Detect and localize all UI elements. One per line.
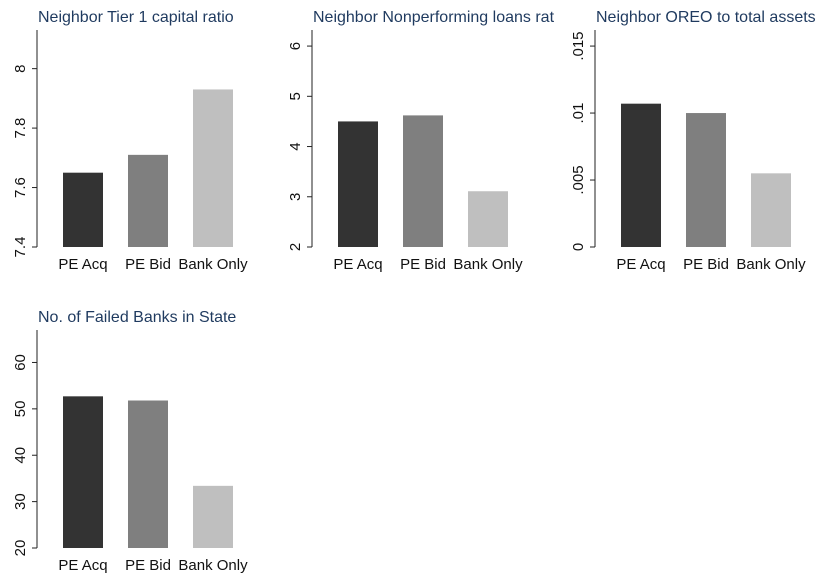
- bar: [686, 113, 726, 248]
- y-tick-label: 40: [12, 447, 29, 464]
- chart-title: No. of Failed Banks in State: [38, 309, 236, 326]
- x-tick-label: Bank Only: [453, 256, 523, 273]
- y-tick-label: 8: [12, 64, 29, 72]
- y-tick-label: 0: [570, 243, 587, 251]
- y-tick-label: 60: [12, 354, 29, 371]
- bar: [403, 115, 443, 247]
- chart-title: Neighbor OREO to total assets: [596, 9, 816, 26]
- x-tick-label: PE Bid: [125, 557, 171, 573]
- y-tick-label: 4: [287, 142, 304, 150]
- bar: [128, 400, 168, 548]
- bar: [621, 103, 661, 247]
- bar: [63, 172, 103, 247]
- y-tick-label: 7.8: [12, 118, 29, 139]
- bar: [193, 89, 233, 247]
- chart-title: Neighbor Nonperforming loans rat: [313, 9, 555, 26]
- bar: [63, 396, 103, 548]
- y-tick-label: 7.4: [12, 237, 29, 258]
- x-tick-label: PE Bid: [683, 256, 729, 273]
- y-tick-label: 7.6: [12, 177, 29, 198]
- x-tick-label: PE Acq: [58, 557, 107, 573]
- x-tick-label: PE Acq: [58, 256, 107, 273]
- bar: [751, 173, 791, 247]
- y-tick-label: 5: [287, 92, 304, 100]
- bar: [468, 191, 508, 247]
- y-tick-label: .015: [570, 31, 587, 60]
- y-tick-label: 3: [287, 193, 304, 201]
- x-tick-label: Bank Only: [736, 256, 806, 273]
- y-tick-label: 6: [287, 42, 304, 50]
- y-tick-label: 30: [12, 493, 29, 510]
- y-tick-label: 2: [287, 243, 304, 251]
- bar: [338, 121, 378, 247]
- y-tick-label: .005: [570, 165, 587, 194]
- x-tick-label: PE Bid: [125, 256, 171, 273]
- bar: [193, 485, 233, 548]
- y-tick-label: 50: [12, 401, 29, 418]
- x-tick-label: Bank Only: [178, 256, 248, 273]
- x-tick-label: PE Bid: [400, 256, 446, 273]
- y-tick-label: .01: [570, 103, 587, 124]
- y-tick-label: 20: [12, 540, 29, 557]
- x-tick-label: PE Acq: [616, 256, 665, 273]
- chart-title: Neighbor Tier 1 capital ratio: [38, 9, 234, 26]
- x-tick-label: Bank Only: [178, 557, 248, 573]
- x-tick-label: PE Acq: [333, 256, 382, 273]
- bar: [128, 154, 168, 247]
